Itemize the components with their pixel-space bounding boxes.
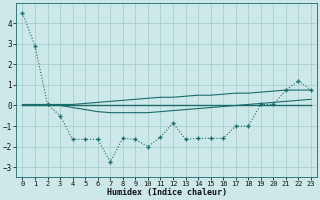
- X-axis label: Humidex (Indice chaleur): Humidex (Indice chaleur): [107, 188, 227, 197]
